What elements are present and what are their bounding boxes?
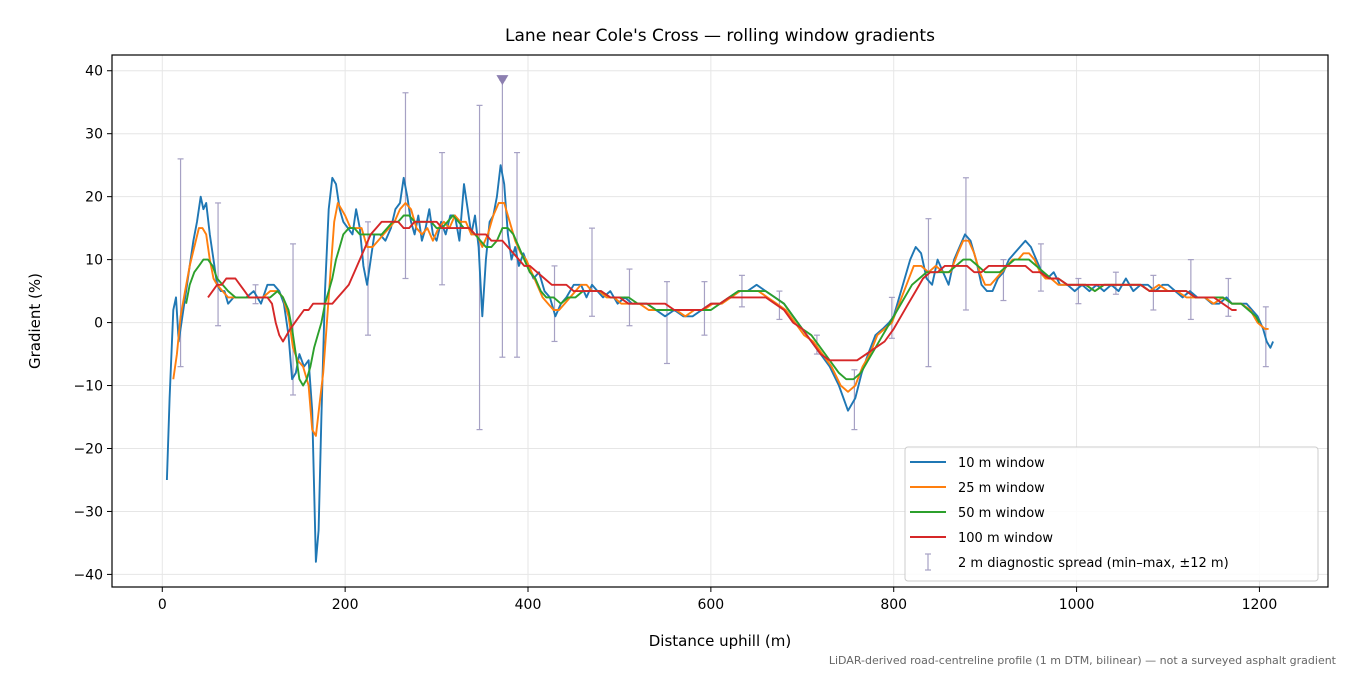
errorbar <box>925 218 932 368</box>
peak-marker <box>496 75 509 86</box>
errorbar <box>1187 259 1194 321</box>
errorbar <box>499 79 506 358</box>
y-axis-label: Gradient (%) <box>26 273 44 369</box>
errorbar <box>1225 277 1232 317</box>
errorbar <box>1075 277 1082 305</box>
legend-label: 2 m diagnostic spread (min–max, ±12 m) <box>958 556 1229 571</box>
x-tick-label: 0 <box>158 597 167 613</box>
x-tick-label: 400 <box>515 597 542 613</box>
legend-item-errorbar: 2 m diagnostic spread (min–max, ±12 m) <box>925 553 1229 571</box>
chart-title: Lane near Cole's Cross — rolling window … <box>505 26 935 46</box>
legend-item: 100 m window <box>910 531 1053 546</box>
y-tick-label: 0 <box>94 316 103 332</box>
errorbar <box>1150 274 1157 311</box>
x-tick-label: 1000 <box>1059 597 1095 613</box>
errorbar <box>551 265 558 343</box>
x-tick-label: 800 <box>880 597 907 613</box>
errorbar <box>813 334 820 355</box>
x-tick-label: 1200 <box>1242 597 1278 613</box>
y-tick-label: 30 <box>85 127 103 143</box>
series-50-m-window <box>185 214 1261 387</box>
marker-triangle <box>496 75 509 86</box>
errorbar <box>439 151 446 286</box>
x-tick-label: 600 <box>697 597 724 613</box>
legend-item: 10 m window <box>910 456 1045 471</box>
legend: 10 m window 25 m window 50 m window 100 m w… <box>904 446 1319 582</box>
series-100-m-window <box>207 220 1237 362</box>
y-tick-label: 10 <box>85 253 103 269</box>
errorbar <box>663 281 670 365</box>
legend-label: 100 m window <box>958 531 1053 546</box>
legend-frame <box>904 446 1319 582</box>
footnote: LiDAR-derived road-centreline profile (1… <box>829 654 1337 667</box>
y-tick-label: −20 <box>73 441 103 457</box>
y-tick-label: 20 <box>85 190 103 206</box>
y-tick-label: 40 <box>85 64 103 80</box>
legend-label: 10 m window <box>958 456 1045 471</box>
y-tick-label: −30 <box>73 504 103 520</box>
y-tick-label: −10 <box>73 379 103 395</box>
legend-item: 25 m window <box>910 481 1045 496</box>
errorbar <box>1112 271 1119 295</box>
errorbar <box>290 243 297 396</box>
legend-label: 50 m window <box>958 506 1045 521</box>
x-tick-label: 200 <box>332 597 359 613</box>
errorbar <box>962 177 969 311</box>
legend-item: 50 m window <box>910 506 1045 521</box>
diagnostic-errorbars <box>177 79 1269 431</box>
legend-label: 25 m window <box>958 481 1045 496</box>
errorbar <box>215 202 222 327</box>
errorbar <box>589 227 595 317</box>
y-axis-ticks: 40 30 20 10 0 −10 −20 −30 −40 <box>73 64 112 583</box>
plot-frame <box>111 54 1329 588</box>
series-lines <box>165 164 1274 563</box>
series-25-m-window <box>172 202 1269 437</box>
y-tick-label: −40 <box>73 567 103 583</box>
x-axis-label: Distance uphill (m) <box>649 632 791 650</box>
errorbar <box>1037 243 1044 292</box>
x-axis-ticks: 0 200 400 600 800 1000 1200 <box>158 587 1277 613</box>
